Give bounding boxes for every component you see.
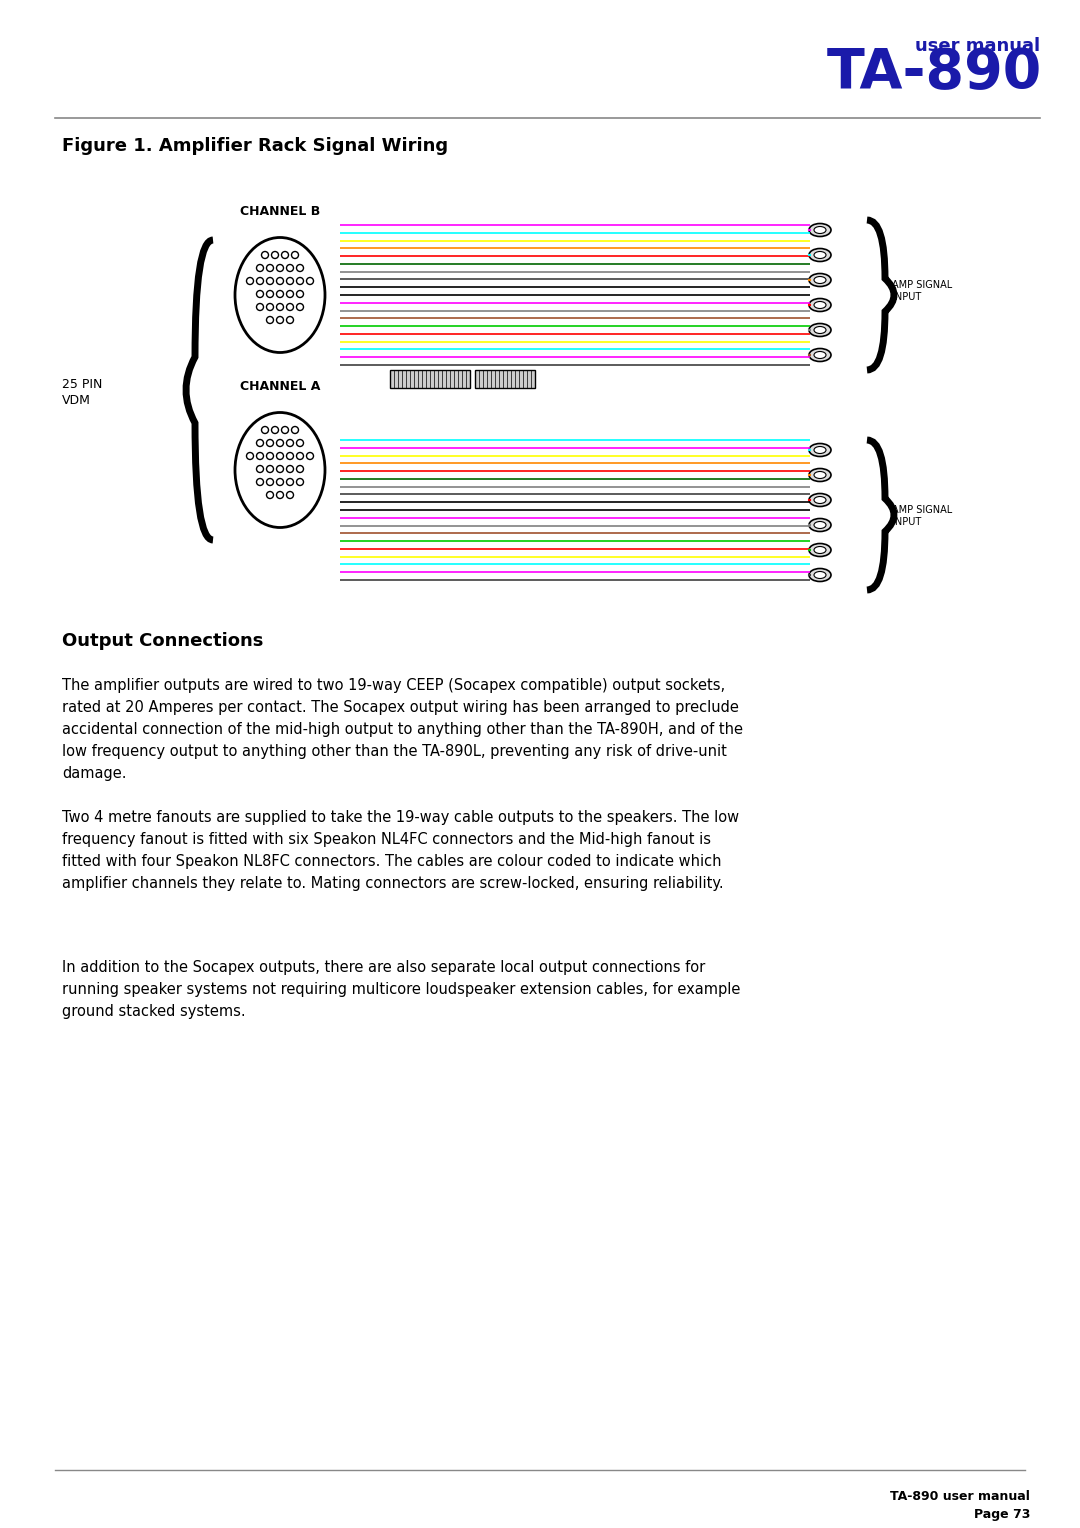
Ellipse shape [814, 521, 826, 529]
Ellipse shape [809, 223, 831, 237]
Ellipse shape [809, 443, 831, 457]
Ellipse shape [814, 571, 826, 579]
Text: 25 PIN: 25 PIN [62, 379, 103, 391]
Ellipse shape [809, 469, 831, 481]
Text: CHANNEL B: CHANNEL B [240, 205, 320, 219]
FancyBboxPatch shape [475, 370, 535, 388]
Text: frequency fanout is fitted with six Speakon NL4FC connectors and the Mid-high fa: frequency fanout is fitted with six Spea… [62, 833, 711, 847]
Ellipse shape [814, 497, 826, 504]
Text: AMP SIGNAL: AMP SIGNAL [892, 504, 953, 515]
Ellipse shape [814, 547, 826, 553]
Text: amplifier channels they relate to. Mating connectors are screw-locked, ensuring : amplifier channels they relate to. Matin… [62, 876, 724, 891]
Ellipse shape [814, 226, 826, 234]
Text: accidental connection of the mid-high output to anything other than the TA-890H,: accidental connection of the mid-high ou… [62, 723, 743, 736]
Ellipse shape [809, 249, 831, 261]
Text: Output Connections: Output Connections [62, 633, 264, 649]
FancyBboxPatch shape [390, 370, 470, 388]
Text: damage.: damage. [62, 766, 126, 781]
Text: user manual: user manual [915, 37, 1040, 55]
Ellipse shape [809, 324, 831, 336]
Ellipse shape [814, 277, 826, 284]
Text: ground stacked systems.: ground stacked systems. [62, 1004, 245, 1019]
Text: running speaker systems not requiring multicore loudspeaker extension cables, fo: running speaker systems not requiring mu… [62, 983, 741, 996]
Ellipse shape [809, 274, 831, 287]
Text: low frequency output to anything other than the TA-890L, preventing any risk of : low frequency output to anything other t… [62, 744, 727, 759]
Ellipse shape [809, 298, 831, 312]
Text: AMP SIGNAL: AMP SIGNAL [892, 280, 953, 290]
Text: TA-890 user manual: TA-890 user manual [890, 1490, 1030, 1504]
Text: VDM: VDM [62, 394, 91, 406]
Ellipse shape [814, 252, 826, 258]
Text: Page 73: Page 73 [974, 1508, 1030, 1520]
Text: TA-890: TA-890 [827, 46, 1042, 99]
Ellipse shape [809, 568, 831, 582]
Text: CHANNEL A: CHANNEL A [240, 380, 320, 393]
Ellipse shape [809, 494, 831, 506]
Ellipse shape [814, 327, 826, 333]
Text: INPUT: INPUT [892, 292, 921, 303]
Ellipse shape [814, 301, 826, 309]
Text: The amplifier outputs are wired to two 19-way CEEP (Socapex compatible) output s: The amplifier outputs are wired to two 1… [62, 678, 725, 694]
Text: fitted with four Speakon NL8FC connectors. The cables are colour coded to indica: fitted with four Speakon NL8FC connector… [62, 854, 721, 869]
Ellipse shape [814, 351, 826, 359]
Ellipse shape [814, 472, 826, 478]
Text: Two 4 metre fanouts are supplied to take the 19-way cable outputs to the speaker: Two 4 metre fanouts are supplied to take… [62, 810, 739, 825]
Ellipse shape [814, 446, 826, 454]
Text: Figure 1. Amplifier Rack Signal Wiring: Figure 1. Amplifier Rack Signal Wiring [62, 138, 448, 154]
Text: INPUT: INPUT [892, 516, 921, 527]
Ellipse shape [809, 348, 831, 362]
Ellipse shape [809, 544, 831, 556]
Text: In addition to the Socapex outputs, there are also separate local output connect: In addition to the Socapex outputs, ther… [62, 960, 705, 975]
Text: rated at 20 Amperes per contact. The Socapex output wiring has been arranged to : rated at 20 Amperes per contact. The Soc… [62, 700, 739, 715]
Ellipse shape [809, 518, 831, 532]
